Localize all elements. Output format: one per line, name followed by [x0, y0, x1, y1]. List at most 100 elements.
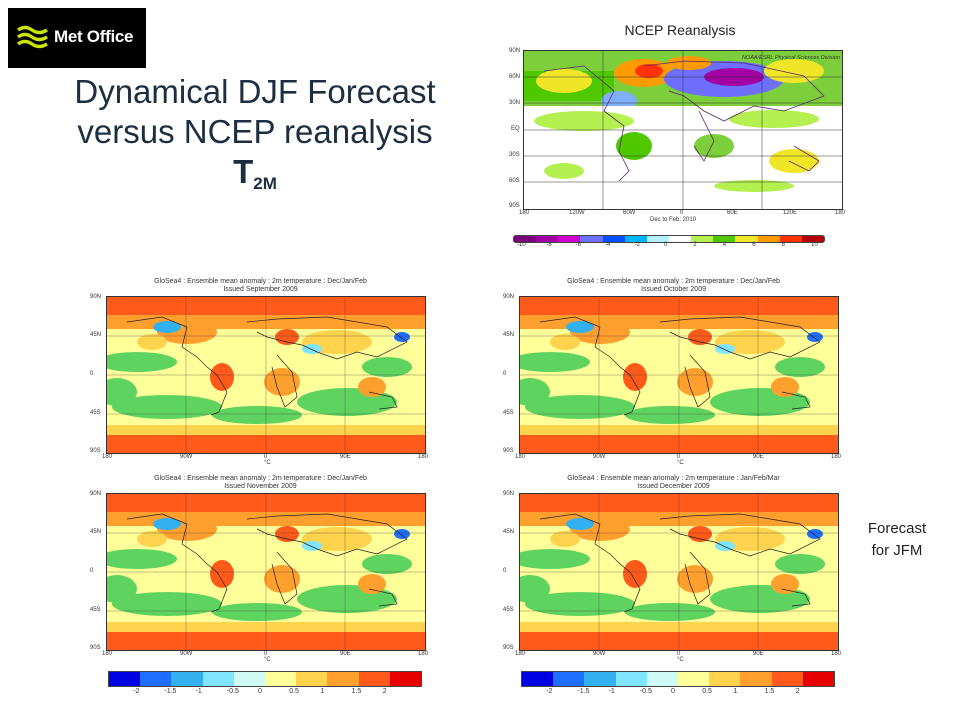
forecast-lat-tick: 0	[503, 371, 507, 377]
colorbar-swatch	[265, 672, 297, 686]
colorbar-swatch	[678, 672, 710, 686]
forecast-lat-tick: 90S	[90, 645, 101, 651]
ncep-lat-tick: 60N	[509, 74, 521, 80]
ncep-lat-tick: 30N	[509, 100, 521, 106]
colorbar-swatch	[735, 236, 758, 242]
ncep-map-panel: NOAA/ESRL Physical Sciences Division 90N…	[505, 46, 845, 251]
forecast-map	[519, 493, 839, 651]
colorbar-swatch	[536, 236, 559, 242]
forecast-lon-tick: 90E	[753, 651, 764, 657]
jfm-label-line-2: for JFM	[871, 542, 923, 559]
forecast-panel-issued: Issued September 2009	[223, 286, 298, 293]
slide-title: Dynamical DJF Forecast versus NCEP reana…	[40, 72, 470, 204]
colorbar-label: -1.5	[164, 688, 177, 695]
forecast-lat-tick: 45N	[90, 332, 102, 338]
colorbar-swatch	[514, 236, 537, 242]
colorbar-label: -0.5	[226, 688, 239, 695]
forecast-lon-tick: 90E	[753, 454, 764, 460]
forecast-lon-tick: 0	[677, 454, 681, 460]
colorbar-swatch	[584, 672, 616, 686]
forecast-unit-label: °C	[264, 657, 271, 663]
forecast-lat-tick: 0	[90, 371, 94, 377]
forecast-lat-tick: 45N	[503, 529, 515, 535]
colorbar-label: 0.5	[702, 688, 712, 695]
forecast-lat-tick: 0	[90, 568, 94, 574]
ncep-colorbar-label: 10	[811, 242, 818, 248]
colorbar-swatch	[713, 236, 736, 242]
forecast-lat-tick: 90S	[503, 645, 514, 651]
forecast-lat-tick: 45S	[503, 410, 514, 416]
ncep-colorbar-label: -4	[605, 242, 611, 248]
ncep-colorbar-label: -2	[634, 242, 640, 248]
colorbar-label: 2	[382, 688, 387, 695]
ncep-label: NCEP Reanalysis	[624, 22, 736, 38]
colorbar-swatch	[602, 236, 625, 242]
colorbar-swatch	[522, 672, 554, 686]
ncep-colorbar-label: -10	[517, 242, 526, 248]
ncep-colorbar	[513, 235, 825, 243]
forecast-lat-tick: 90N	[503, 491, 515, 497]
logo-text: Met Office	[54, 27, 134, 46]
ncep-lon-tick: 60W	[623, 210, 636, 216]
jfm-label-line-1: Forecast	[867, 520, 927, 537]
forecast-unit-label: °C	[677, 460, 684, 466]
colorbar-label: 2	[795, 688, 800, 695]
colorbar-label: -1	[195, 688, 202, 695]
colorbar-swatch	[553, 672, 585, 686]
forecast-lat-tick: 90N	[90, 294, 102, 300]
forecast-lon-tick: 90W	[593, 651, 606, 657]
colorbar-swatch	[757, 236, 780, 242]
forecast-colorbar-labels-right: -2 -1.5 -1 -0.5 0 0.5 1 1.5 2	[521, 688, 833, 698]
forecast-lat-tick: 45N	[503, 332, 515, 338]
forecast-map-graphic	[520, 297, 838, 453]
met-office-wave-icon	[17, 25, 48, 49]
colorbar-swatch	[202, 672, 234, 686]
forecast-lon-tick: 90W	[593, 454, 606, 460]
forecast-lon-tick: 0	[264, 651, 268, 657]
colorbar-label: -1	[608, 688, 615, 695]
colorbar-swatch	[802, 672, 835, 686]
colorbar-swatch	[140, 672, 172, 686]
colorbar-swatch	[624, 236, 647, 242]
forecast-map	[106, 493, 426, 651]
forecast-panel-issued: Issued December 2009	[637, 483, 710, 490]
title-line-2: versus NCEP reanalysis	[77, 113, 433, 150]
title-subscript: 2M	[253, 174, 277, 193]
forecast-lon-tick: 180	[831, 454, 842, 460]
ncep-colorbar-label: -6	[575, 242, 582, 248]
colorbar-swatch	[580, 236, 603, 242]
forecast-lon-tick: 90E	[340, 454, 351, 460]
forecast-lat-tick: 90S	[503, 448, 514, 454]
forecast-lon-tick: 90W	[180, 651, 193, 657]
colorbar-swatch	[358, 672, 390, 686]
colorbar-swatch	[709, 672, 741, 686]
forecast-panel-issued: Issued October 2009	[641, 286, 706, 293]
colorbar-swatch	[296, 672, 328, 686]
forecast-unit-label: °C	[264, 460, 271, 466]
ncep-colorbar-label: 0	[664, 242, 668, 248]
forecast-lon-tick: 0	[264, 454, 268, 460]
colorbar-label: 1.5	[764, 688, 775, 695]
forecast-lon-tick: 180	[831, 651, 842, 657]
colorbar-swatch	[740, 672, 772, 686]
colorbar-swatch	[691, 236, 714, 242]
colorbar-swatch	[615, 672, 647, 686]
colorbar-label: 1	[733, 688, 738, 695]
ncep-colorbar-label: -8	[546, 242, 552, 248]
colorbar-label: 1.5	[351, 688, 362, 695]
forecast-map-graphic	[520, 494, 838, 650]
title-line-1: Dynamical DJF Forecast	[74, 73, 436, 110]
forecast-map-graphic	[107, 297, 425, 453]
colorbar-swatch	[668, 236, 692, 242]
ncep-colorbar-label: 4	[722, 242, 727, 248]
forecast-colorbar-labels-left: -2 -1.5 -1 -0.5 0 0.5 1 1.5 2	[108, 688, 420, 698]
colorbar-swatch	[779, 236, 802, 242]
forecast-lon-tick: 90E	[340, 651, 351, 657]
forecast-colorbar-right	[521, 671, 835, 687]
forecast-lat-tick: 45S	[90, 607, 101, 613]
ncep-colorbar-labels: -10 -8 -6 -4 -2 0 2 4 6 8 10	[513, 242, 823, 250]
ncep-colorbar-label: 8	[781, 242, 785, 248]
forecast-lat-tick: 90N	[90, 491, 102, 497]
ncep-lat-tick: 90S	[509, 203, 520, 209]
forecast-lat-tick: 90S	[90, 448, 101, 454]
